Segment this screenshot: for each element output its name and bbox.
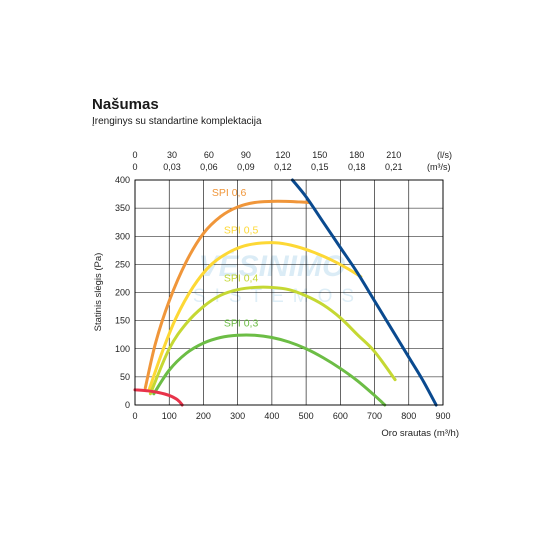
y-tick-label: 0: [125, 400, 130, 410]
x-tick-label: 0: [132, 411, 137, 421]
top-unit-ls: (l/s): [437, 150, 452, 160]
chart-title: Našumas: [92, 96, 159, 113]
y-tick-label: 200: [115, 288, 130, 298]
y-tick-label: 150: [115, 316, 130, 326]
x-tick-label: 700: [367, 411, 382, 421]
top-tick-m3s: 0,15: [311, 162, 329, 172]
chart-subtitle: Įrenginys su standartine komplektacija: [92, 116, 262, 127]
top-tick-m3s: 0,12: [274, 162, 292, 172]
series-line-3: [152, 333, 387, 407]
top-tick-m3s: 0,18: [348, 162, 366, 172]
series-label: SPI 0,5: [224, 224, 259, 236]
x-tick-label: 200: [196, 411, 211, 421]
y-tick-label: 100: [115, 344, 130, 354]
y-tick-label: 300: [115, 231, 130, 241]
top-tick-m3s: 0: [132, 162, 137, 172]
top-tick-ls: 210: [386, 150, 401, 160]
series-label: SPI 0,4: [224, 272, 259, 284]
series-line-4: [290, 178, 438, 407]
top-tick-ls: 30: [167, 150, 177, 160]
series-labels: SPI 0,6 SPI 0,5 SPI 0,4 SPI 0,3: [212, 187, 259, 330]
top-tick-m3s: 0,21: [385, 162, 403, 172]
y-tick-label: 400: [115, 175, 130, 185]
x-tick-label: 600: [333, 411, 348, 421]
grid: [134, 179, 444, 406]
top-tick-ls: 120: [275, 150, 290, 160]
y-tick-label: 50: [120, 372, 130, 382]
top-unit-m3s: (m³/s): [427, 162, 451, 172]
x-axis-label: Oro srautas (m³/h): [381, 428, 459, 439]
top-tick-ls: 0: [132, 150, 137, 160]
x-tick-label: 800: [401, 411, 416, 421]
x-tick-label: 100: [162, 411, 177, 421]
x-tick-label: 400: [264, 411, 279, 421]
top-tick-m3s: 0,06: [200, 162, 218, 172]
series-line-5: [133, 388, 184, 407]
x-tick-label: 900: [435, 411, 450, 421]
top-tick-m3s: 0,03: [163, 162, 181, 172]
series-line-2: [148, 285, 397, 396]
x-tick-label: 300: [230, 411, 245, 421]
series-line-0: [143, 199, 312, 390]
y-tick-label: 250: [115, 259, 130, 269]
curves: [133, 178, 438, 407]
top-tick-ls: 60: [204, 150, 214, 160]
series-label: SPI 0,3: [224, 317, 259, 329]
top-tick-m3s: 0,09: [237, 162, 255, 172]
series-label: SPI 0,6: [212, 187, 247, 199]
plot-frame: [134, 179, 444, 406]
tick-labels: 0 100 200 300 400 500 600 700 800 900050100150200…: [115, 150, 451, 421]
y-tick-label: 350: [115, 203, 130, 213]
series-line-1: [147, 241, 363, 393]
top-tick-ls: 150: [312, 150, 327, 160]
x-tick-label: 500: [299, 411, 314, 421]
top-tick-ls: 90: [241, 150, 251, 160]
top-tick-ls: 180: [349, 150, 364, 160]
y-axis-label: Statinis slėgis (Pa): [93, 253, 104, 332]
